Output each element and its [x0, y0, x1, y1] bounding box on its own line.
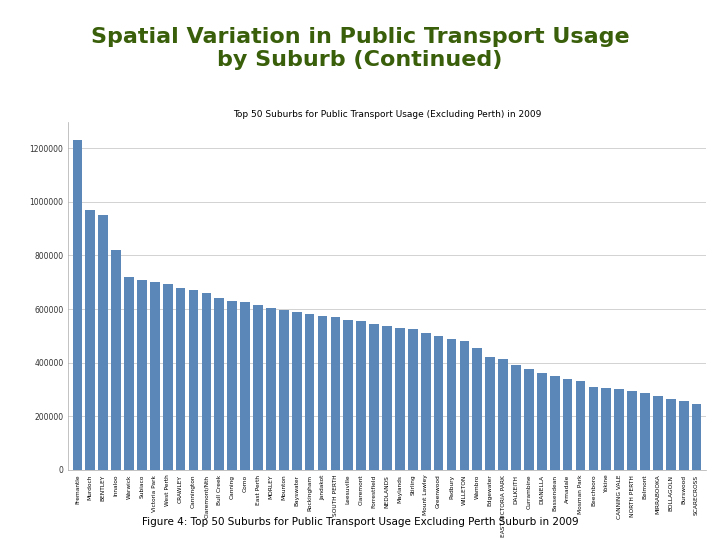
Bar — [614, 389, 624, 470]
Bar — [395, 328, 405, 470]
Bar — [253, 305, 263, 470]
Bar — [511, 365, 521, 470]
Bar — [176, 288, 186, 470]
Bar — [382, 327, 392, 470]
Bar — [99, 215, 108, 470]
Bar — [550, 376, 559, 470]
Bar — [485, 357, 495, 470]
Bar — [692, 404, 701, 470]
Text: Spatial Variation in Public Transport Usage
by Suburb (Continued): Spatial Variation in Public Transport Us… — [91, 27, 629, 70]
Bar — [279, 310, 289, 470]
Bar — [640, 394, 650, 470]
Bar — [86, 210, 95, 470]
Bar — [124, 277, 134, 470]
Bar — [343, 320, 353, 470]
Bar — [318, 316, 328, 470]
Bar — [563, 379, 572, 470]
Bar — [588, 387, 598, 470]
Bar — [627, 391, 637, 470]
Bar — [421, 333, 431, 470]
Bar — [240, 302, 250, 470]
Bar — [653, 396, 662, 470]
Bar — [150, 282, 160, 470]
Bar — [679, 401, 688, 470]
Bar — [537, 373, 546, 470]
Bar — [202, 293, 211, 470]
Bar — [215, 298, 224, 470]
Bar — [433, 336, 444, 470]
Bar — [189, 291, 198, 470]
Bar — [163, 284, 173, 470]
Bar — [73, 140, 82, 470]
Bar — [576, 381, 585, 470]
Bar — [408, 329, 418, 470]
Bar — [498, 359, 508, 470]
Bar — [666, 399, 675, 470]
Bar — [601, 388, 611, 470]
Bar — [459, 341, 469, 470]
Bar — [369, 324, 379, 470]
Bar — [137, 280, 147, 470]
Title: Top 50 Suburbs for Public Transport Usage (Excluding Perth) in 2009: Top 50 Suburbs for Public Transport Usag… — [233, 110, 541, 119]
Bar — [292, 312, 302, 470]
Bar — [446, 339, 456, 470]
Bar — [305, 314, 315, 470]
Bar — [112, 250, 121, 470]
Bar — [330, 317, 341, 470]
Bar — [524, 369, 534, 470]
Bar — [266, 308, 276, 470]
Text: Figure 4: Top 50 Suburbs for Public Transport Usage Excluding Perth Suburb in 20: Figure 4: Top 50 Suburbs for Public Tran… — [142, 517, 578, 528]
Bar — [472, 348, 482, 470]
Bar — [356, 321, 366, 470]
Bar — [228, 301, 237, 470]
